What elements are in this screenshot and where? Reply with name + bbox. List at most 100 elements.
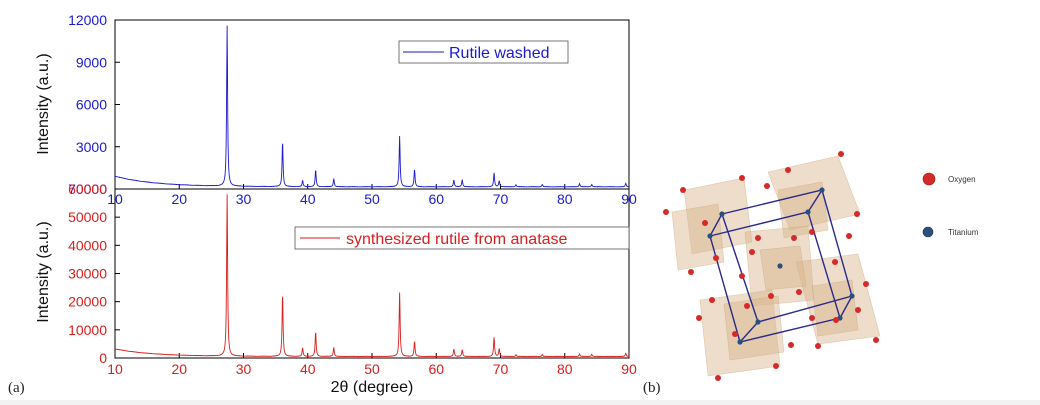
top-x-tick-label: 40	[300, 191, 316, 207]
bottom-y-tick-label: 20000	[68, 294, 107, 310]
oxygen-atom	[832, 259, 838, 265]
cell-edge-2	[807, 189, 823, 213]
top-y-tick-label: 3000	[76, 139, 107, 155]
oxygen-atom	[838, 151, 844, 157]
bottom-y-tick-label: 50000	[68, 209, 107, 225]
bottom-x-tick-label: 70	[493, 361, 509, 377]
oxygen-atom	[796, 289, 802, 295]
oxygen-atoms	[663, 151, 879, 381]
top-y-axis-label: Intensity (a.u.)	[35, 53, 52, 154]
bottom-rule	[0, 400, 1040, 405]
top-x-tick-label: 30	[236, 191, 252, 207]
oxygen-atom	[809, 229, 815, 235]
cell-edge-4	[739, 321, 759, 343]
bottom-x-tick-label: 20	[171, 361, 187, 377]
oxygen-atom	[755, 235, 761, 241]
oxygen-atom	[744, 303, 750, 309]
bottom-x-tick-label: 60	[428, 361, 444, 377]
oxygen-atom	[833, 317, 839, 323]
cell-edge-1	[709, 213, 723, 237]
bottom-y-tick-label: 30000	[68, 266, 107, 282]
top-y-tick-label: 6000	[76, 97, 107, 113]
bottom-y-tick-label: 40000	[68, 237, 107, 253]
titanium-legend-icon	[922, 226, 934, 238]
cell-edge-3	[839, 295, 853, 319]
oxygen-legend-icon	[922, 172, 936, 186]
bottom-y-ticks: 0 10000 20000 30000 40000 50000 60000	[68, 181, 120, 366]
octahedron-7	[723, 295, 785, 361]
oxygen-atom	[739, 273, 745, 279]
bottom-series-line	[114, 194, 629, 358]
bottom-x-tick-label: 10	[107, 361, 123, 377]
oxygen-atom	[764, 183, 770, 189]
bottom-y-tick-label: 0	[99, 350, 107, 366]
top-y-tick-label: 9000	[76, 54, 107, 70]
oxygen-atom	[715, 375, 721, 381]
bottom-plot-frame	[114, 188, 630, 359]
bottom-y-axis-label: Intensity (a.u.)	[35, 221, 52, 322]
bottom-x-tick-label: 40	[300, 361, 316, 377]
titanium-atom	[849, 293, 855, 299]
top-y-tick-label: 12000	[68, 12, 107, 28]
titanium-atom	[719, 211, 725, 217]
top-x-tick-label: 50	[364, 191, 380, 207]
titanium-atom	[805, 209, 811, 215]
top-y-ticks: 70000 3000 6000 9000 12000	[68, 12, 120, 197]
titanium-atom	[819, 187, 825, 193]
oxygen-atom	[815, 343, 821, 349]
oxygen-atom	[709, 297, 715, 303]
top-x-tick-label: 60	[428, 191, 444, 207]
crystal-structure: Oxygen Titanium	[663, 151, 979, 381]
oxygen-atom	[768, 293, 774, 299]
oxygen-atom	[696, 315, 702, 321]
bottom-x-tick-label: 50	[364, 361, 380, 377]
titanium-atom	[755, 319, 761, 325]
oxygen-atom	[854, 211, 860, 217]
bottom-x-ticks: 10 20 30 40 50 60 70 80 90	[107, 353, 637, 377]
octahedron-center	[759, 245, 807, 291]
oxygen-atom	[732, 331, 738, 337]
octahedron-1	[683, 177, 753, 255]
bottom-y-tick-label: 10000	[68, 322, 107, 338]
top-x-tick-label: 70	[493, 191, 509, 207]
titanium-legend-label: Titanium	[948, 228, 979, 237]
oxygen-atom	[713, 255, 719, 261]
top-x-tick-label: 20	[171, 191, 187, 207]
oxygen-atom	[663, 209, 669, 215]
bottom-legend-label: synthesized rutile from anatase	[346, 231, 568, 248]
oxygen-atom	[688, 269, 694, 275]
oxygen-atom	[739, 175, 745, 181]
oxygen-atom	[855, 307, 861, 313]
octahedra-group	[671, 155, 881, 377]
oxygen-legend-label: Oxygen	[948, 175, 976, 184]
oxygen-atom	[863, 281, 869, 287]
top-legend-box	[398, 40, 569, 64]
top-y-tick-label: 70000	[68, 181, 107, 197]
oxygen-atom	[749, 249, 755, 255]
oxygen-atom	[785, 167, 791, 173]
oxygen-atom	[680, 187, 686, 193]
top-x-tick-label: 80	[557, 191, 573, 207]
titanium-atom	[777, 263, 783, 269]
bottom-x-tick-label: 80	[557, 361, 573, 377]
bottom-x-axis-label: 2θ (degree)	[331, 379, 414, 396]
oxygen-atom	[773, 363, 779, 369]
titanium-atom	[737, 339, 743, 345]
oxygen-atom	[873, 337, 879, 343]
panel-label-b: (b)	[643, 380, 661, 396]
oxygen-atom	[846, 233, 852, 239]
top-legend-label: Rutile washed	[449, 45, 550, 62]
panel-label-a: (a)	[8, 380, 25, 396]
octahedron-2	[671, 203, 725, 271]
oxygen-atom	[702, 220, 708, 226]
bottom-y-tick-label: 60000	[68, 181, 107, 197]
bottom-legend-box	[294, 226, 630, 250]
oxygen-atom	[809, 315, 815, 321]
titanium-atom	[707, 233, 713, 239]
bottom-chart: 0 10000 20000 30000 40000 50000 60000 10 20 30 40…	[35, 181, 637, 396]
oxygen-atom	[788, 342, 794, 348]
octahedron-9	[811, 279, 859, 337]
top-x-ticks: 10 20 30 40 50 60 70 80 90	[107, 184, 637, 207]
